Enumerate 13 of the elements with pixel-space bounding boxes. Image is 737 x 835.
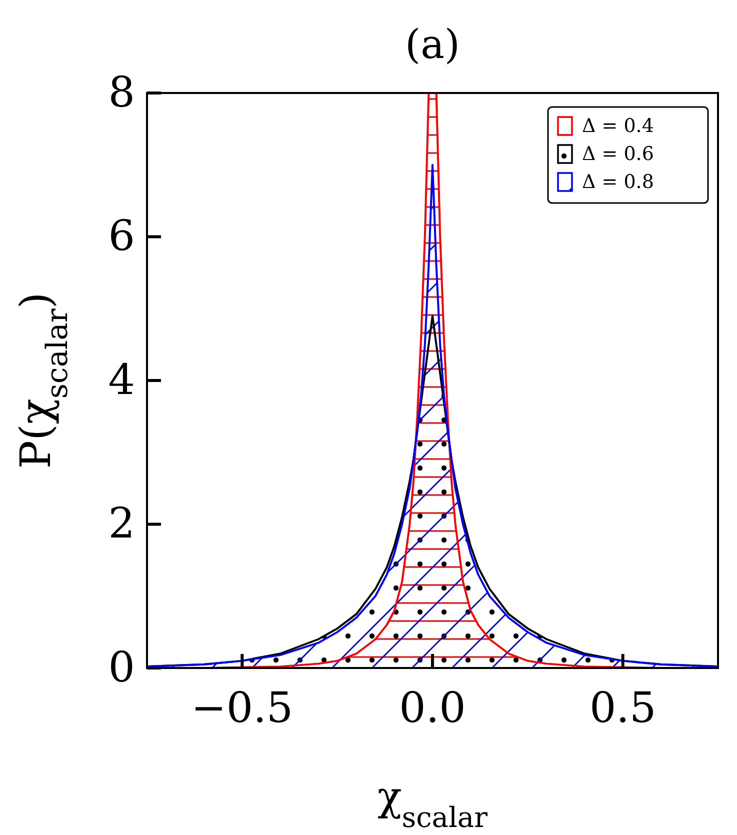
x-tick-label: 0.5 xyxy=(589,682,656,732)
y-tick-label: 8 xyxy=(108,67,135,116)
x-axis-title: χ$_{scalar}$ xyxy=(377,774,488,834)
y-tick-label: 6 xyxy=(108,211,135,260)
y-tick-label: 2 xyxy=(108,498,135,548)
legend-label: Δ = 0.4 xyxy=(582,115,654,137)
x-tick-label: −0.5 xyxy=(191,682,294,732)
legend-label: Δ = 0.6 xyxy=(582,143,654,165)
legend-label: Δ = 0.8 xyxy=(582,171,654,193)
y-tick-label: 0 xyxy=(108,642,135,692)
y-tick-label: 4 xyxy=(108,354,135,404)
x-tick-label: 0.0 xyxy=(399,682,466,732)
chart-title: (a) xyxy=(404,22,460,68)
